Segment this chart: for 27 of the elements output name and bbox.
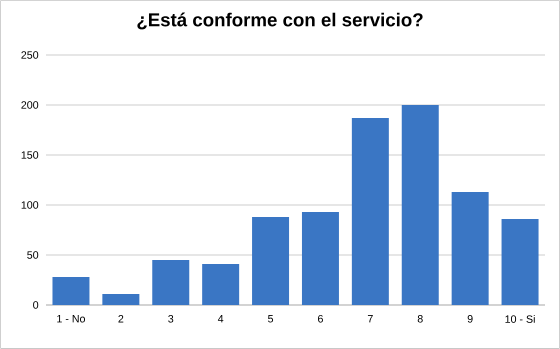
x-tick-label: 9: [468, 315, 473, 323]
bar: [352, 118, 389, 305]
x-tick-label: 10 - Si: [505, 315, 535, 323]
bar: [102, 294, 140, 305]
bar: [502, 218, 539, 305]
y-tick-label: 0: [33, 301, 38, 309]
y-tick-label: 200: [21, 101, 38, 109]
y-tick-label: 100: [22, 201, 38, 209]
x-tick-label: 6: [318, 315, 323, 323]
bar: [402, 104, 439, 305]
bar: [52, 276, 90, 305]
x-tick-label: 8: [418, 315, 423, 323]
x-tick-label: 4: [218, 315, 224, 322]
bar: [252, 216, 290, 305]
y-tick-label: 150: [22, 151, 38, 159]
bar: [452, 192, 489, 305]
chart-title: ¿Está conforme con el servicio?: [137, 12, 423, 30]
x-tick-label: 5: [268, 315, 274, 322]
bar: [152, 260, 190, 305]
y-tick-label: 50: [27, 251, 38, 259]
x-tick-label: 1 - No: [57, 315, 86, 322]
bar: [302, 212, 339, 305]
y-tick-label: 250: [21, 51, 38, 59]
x-tick-label: 2: [118, 315, 124, 322]
x-tick-label: 7: [368, 315, 373, 322]
x-tick-label: 3: [168, 315, 174, 323]
bar: [202, 264, 240, 305]
